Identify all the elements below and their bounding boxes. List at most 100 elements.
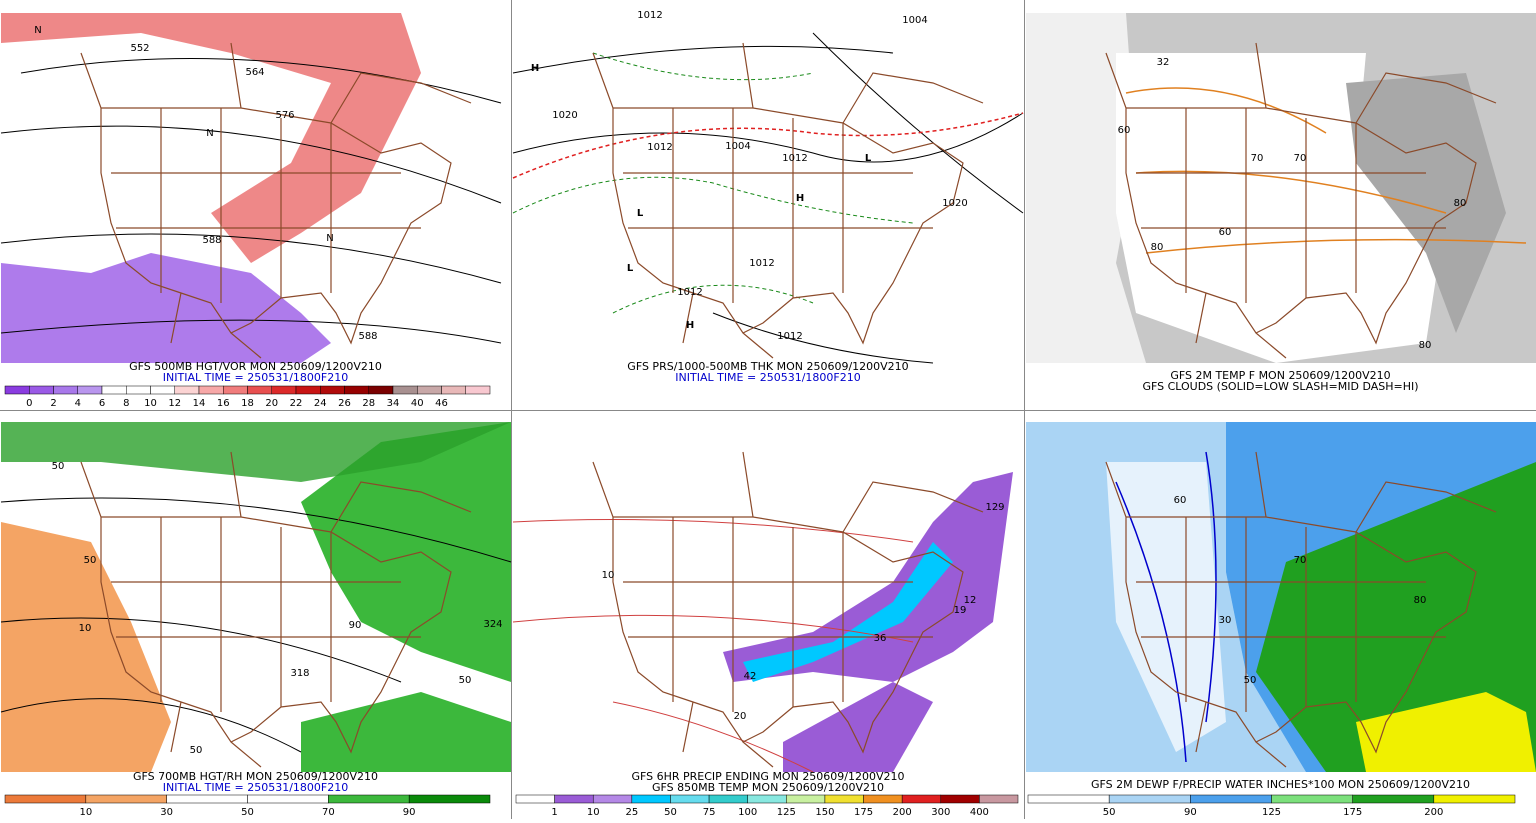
map-label: N [326, 233, 333, 244]
colorbar-cell [1190, 794, 1272, 804]
colorbar-cell [4, 385, 30, 395]
map-label: 30 [1219, 615, 1232, 626]
colorbar-label: 200 [1424, 807, 1443, 818]
colorbar-label: 16 [217, 398, 230, 409]
caption: INITIAL TIME = 250531/1800F210 [163, 371, 348, 384]
colorbar-label: 14 [193, 398, 206, 409]
colorbar-label: 26 [338, 398, 351, 409]
colorbar-cell [417, 385, 442, 395]
map-label: H [796, 193, 804, 204]
colorbar-label: 2 [50, 398, 56, 409]
map-label: 1020 [552, 110, 577, 121]
map-label: 50 [1244, 675, 1257, 686]
colorbar-cell [1271, 794, 1353, 804]
map-label: H [531, 63, 539, 74]
map-label: 80 [1414, 595, 1427, 606]
colorbar-label: 40 [411, 398, 424, 409]
colorbar-cell [4, 794, 87, 804]
colorbar-label: 1 [551, 807, 557, 818]
map-label: 552 [130, 43, 149, 54]
colorbar-label: 20 [265, 398, 278, 409]
colorbar-label: 175 [854, 807, 873, 818]
colorbar-label: 400 [970, 807, 989, 818]
colorbar-label: 30 [160, 807, 173, 818]
colorbar-label: 0 [26, 398, 32, 409]
colorbar-label: 50 [664, 807, 677, 818]
colorbar-cell [392, 385, 418, 395]
colorbar-cell [223, 385, 248, 395]
colorbar-cell [101, 385, 127, 395]
colorbar-label: 70 [322, 807, 335, 818]
map-label: 588 [202, 235, 221, 246]
map-label: 42 [744, 671, 757, 682]
colorbar-cell [824, 794, 864, 804]
colorbar-label: 34 [387, 398, 400, 409]
colorbar-cell [1108, 794, 1191, 804]
map-label: 90 [349, 620, 362, 631]
colorbar-cell [29, 385, 54, 395]
map-label: 50 [459, 675, 472, 686]
map-label: 588 [358, 331, 377, 342]
caption: GFS 500MB HGT/VOR MON 250609/1200V210 [129, 360, 382, 373]
map-label: 564 [245, 67, 264, 78]
colorbar-cell [247, 794, 329, 804]
colorbar-cell [708, 794, 748, 804]
caption: INITIAL TIME = 250531/1800F210 [163, 781, 348, 794]
colorbar-cell [631, 794, 671, 804]
colorbar-label: 125 [777, 807, 796, 818]
colorbar-label: 4 [75, 398, 81, 409]
colorbar-cell [198, 385, 224, 395]
map-label: 576 [275, 110, 294, 121]
colorbar-label: 90 [403, 807, 416, 818]
map-label: 19 [954, 605, 967, 616]
map-label: 36 [874, 633, 887, 644]
colorbar-cell [368, 385, 394, 395]
map-700mb [0, 422, 512, 772]
map-label: 318 [290, 668, 309, 679]
colorbar-label: 8 [123, 398, 129, 409]
map-label: 1012 [647, 142, 672, 153]
colorbar-cell [77, 385, 103, 395]
colorbar-cell [295, 385, 321, 395]
map-label: 60 [1174, 495, 1187, 506]
colorbar-cell [85, 794, 167, 804]
map-label: 50 [52, 461, 65, 472]
caption: GFS 2M DEWP F/PRECIP WATER INCHES*100 MO… [1091, 778, 1470, 791]
colorbar-cell [747, 794, 787, 804]
colorbar-cell [1027, 794, 1110, 804]
map-label: 70 [1294, 153, 1307, 164]
colorbar-cell [320, 385, 345, 395]
colorbar-cell [1352, 794, 1435, 804]
colorbar-cell [441, 385, 466, 395]
colorbar-label: 28 [362, 398, 375, 409]
map-label: 70 [1294, 555, 1307, 566]
caption: GFS PRS/1000-500MB THK MON 250609/1200V2… [627, 360, 908, 373]
map-label: 20 [734, 711, 747, 722]
colorbar-cell [271, 385, 297, 395]
caption: GFS 6HR PRECIP ENDING MON 250609/1200V21… [631, 770, 904, 783]
map-label: N [34, 25, 41, 36]
colorbar-cell [174, 385, 200, 395]
colorbar-cell [247, 385, 272, 395]
map-2m-temp [1026, 13, 1536, 363]
colorbar-cell [554, 794, 594, 804]
map-label: 1020 [942, 198, 967, 209]
colorbar-label: 75 [703, 807, 716, 818]
map-label: 324 [483, 619, 502, 630]
map-label: 12 [964, 595, 977, 606]
map-label: 1004 [902, 15, 927, 26]
colorbar-cell [863, 794, 903, 804]
colorbar-label: 12 [168, 398, 181, 409]
colorbar-label: 50 [241, 807, 254, 818]
map-label: 32 [1157, 57, 1170, 68]
colorbar-label: 200 [893, 807, 912, 818]
map-label: 50 [190, 745, 203, 756]
map-surface-pressure [512, 13, 1024, 364]
colorbar-label: 300 [931, 807, 950, 818]
colorbar-cell [408, 794, 491, 804]
colorbar-label: 10 [144, 398, 157, 409]
colorbar-cell [1433, 794, 1516, 804]
colorbar-label: 6 [99, 398, 105, 409]
map-label: 10 [602, 570, 615, 581]
map-label: 70 [1251, 153, 1264, 164]
